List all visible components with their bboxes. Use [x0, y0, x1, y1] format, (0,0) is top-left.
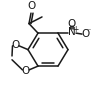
Text: O: O: [28, 1, 36, 11]
Text: O: O: [68, 19, 76, 29]
Text: ⁻: ⁻: [87, 27, 91, 36]
Text: +: +: [72, 25, 78, 34]
Text: O: O: [81, 29, 89, 39]
Text: O: O: [22, 66, 30, 76]
Text: O: O: [12, 40, 20, 50]
Text: N: N: [68, 27, 76, 37]
